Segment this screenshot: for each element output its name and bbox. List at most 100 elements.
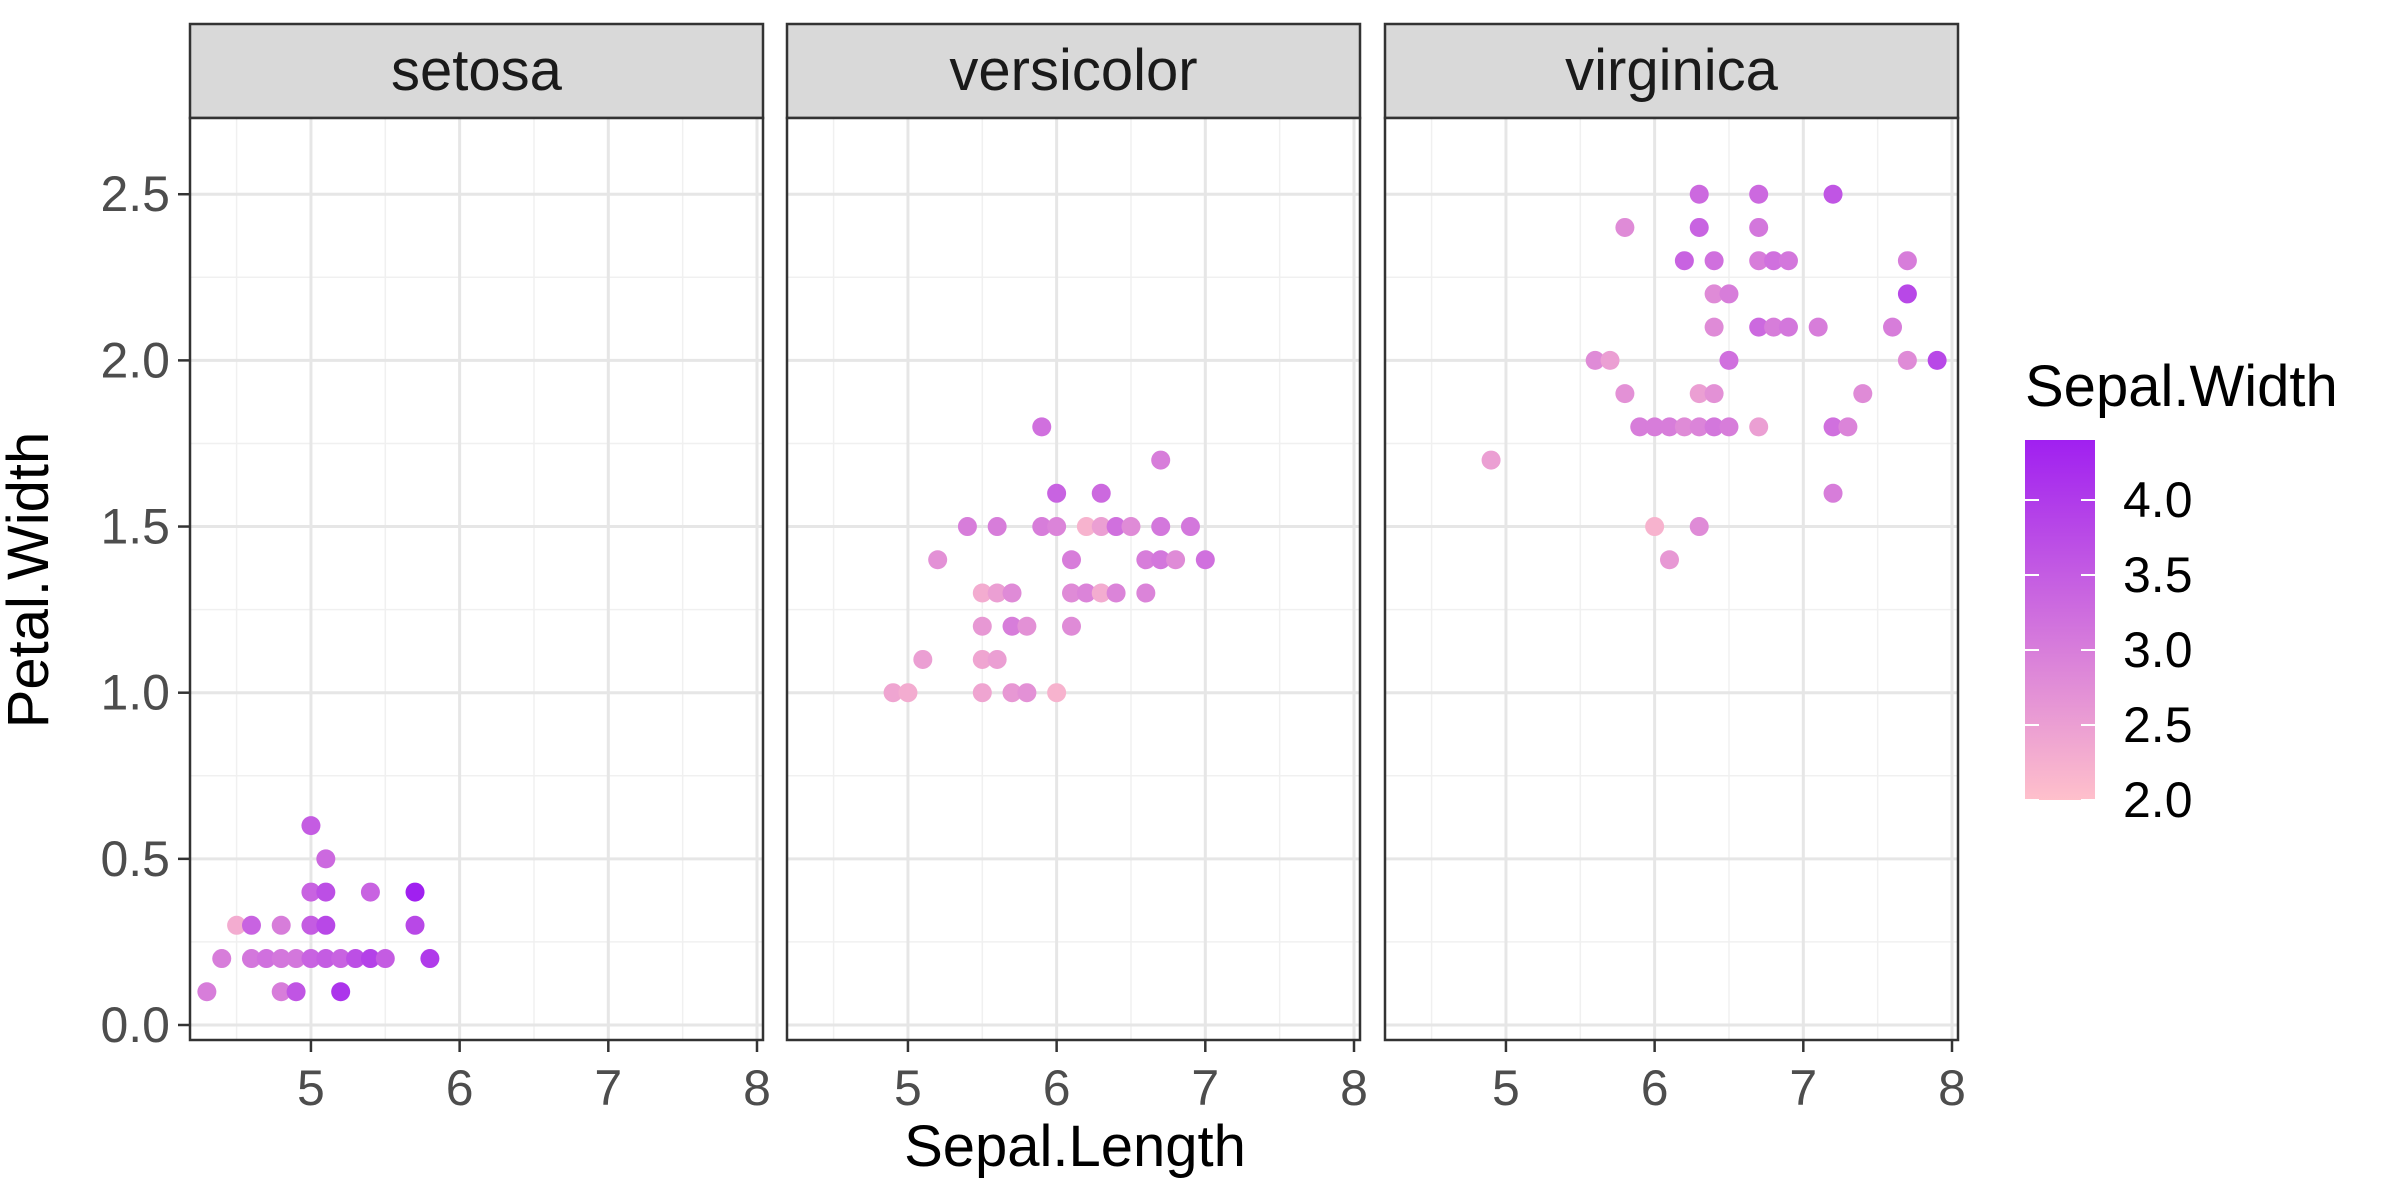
data-point — [316, 949, 336, 969]
data-point — [1032, 417, 1052, 437]
legend-title: Sepal.Width — [2025, 354, 2338, 419]
facet-panels: setosa 5 6 7 8 versicolor 5 6 7 8 virginica 5 6 7 8 — [188, 22, 1966, 1116]
data-point — [1017, 616, 1037, 636]
data-point — [1076, 517, 1096, 537]
data-point — [1719, 417, 1739, 437]
data-point — [316, 915, 336, 935]
data-point — [1002, 683, 1022, 703]
data-point — [972, 616, 992, 636]
data-point — [420, 949, 440, 969]
data-point — [1121, 517, 1141, 537]
data-point — [1778, 251, 1798, 271]
data-point — [331, 982, 351, 1002]
data-point — [1853, 384, 1873, 404]
data-point — [197, 982, 217, 1002]
data-point — [1645, 517, 1665, 537]
data-point — [1897, 350, 1917, 370]
data-point — [212, 949, 232, 969]
data-point — [1166, 550, 1186, 570]
data-point — [1838, 417, 1858, 437]
data-point — [1047, 683, 1067, 703]
data-point — [1704, 384, 1724, 404]
data-point — [1689, 184, 1709, 204]
data-point — [360, 882, 380, 902]
data-point — [1764, 317, 1784, 337]
data-point — [1927, 350, 1947, 370]
data-point — [1674, 417, 1694, 437]
data-point — [1615, 384, 1635, 404]
legend-break-label: 3.0 — [2123, 622, 2193, 678]
data-point — [1897, 284, 1917, 304]
data-point — [1689, 517, 1709, 537]
data-point — [1704, 284, 1724, 304]
data-point — [301, 915, 321, 935]
data-point — [1091, 517, 1111, 537]
data-point — [972, 583, 992, 603]
y-tick-label: 1.5 — [100, 499, 170, 555]
data-point — [1062, 550, 1081, 570]
data-point — [987, 583, 1007, 603]
data-point — [1047, 517, 1067, 537]
data-point — [987, 649, 1007, 669]
data-point — [1660, 417, 1679, 437]
x-tick-label: 6 — [1641, 1060, 1669, 1116]
data-point — [1091, 583, 1111, 603]
data-point — [1704, 251, 1724, 271]
y-axis: 0.0 0.5 1.0 1.5 2.0 2.5 — [100, 166, 190, 1053]
data-point — [1062, 583, 1081, 603]
data-point — [375, 949, 395, 969]
data-point — [1062, 616, 1081, 636]
panel-border — [785, 116, 1362, 1042]
data-point — [1002, 616, 1022, 636]
data-point — [286, 949, 306, 969]
data-point — [972, 649, 992, 669]
data-point — [1674, 251, 1694, 271]
data-point — [405, 915, 425, 935]
facet-panel-setosa: setosa 5 6 7 8 — [188, 22, 771, 1116]
data-point — [331, 949, 351, 969]
facet-strip-label: versicolor — [949, 38, 1197, 103]
legend-ticks: 2.0 2.5 3.0 3.5 4.0 — [2025, 472, 2193, 828]
data-point — [1749, 417, 1769, 437]
data-point — [1689, 384, 1709, 404]
data-point — [1151, 517, 1171, 537]
data-point — [346, 949, 366, 969]
data-point — [1719, 284, 1739, 304]
facet-strip-label: virginica — [1565, 38, 1778, 103]
data-point — [1091, 483, 1111, 503]
data-point — [1689, 417, 1709, 437]
y-tick-label: 1.0 — [100, 665, 170, 721]
data-point — [286, 982, 306, 1002]
data-point — [898, 683, 918, 703]
data-point — [1002, 583, 1022, 603]
data-point — [957, 517, 977, 537]
facet-panel-versicolor: versicolor 5 6 7 8 — [785, 22, 1368, 1116]
data-point — [1136, 583, 1156, 603]
data-point — [405, 882, 425, 902]
data-point — [1778, 317, 1798, 337]
y-axis-label: Petal.Width — [0, 432, 61, 729]
x-tick-label: 5 — [894, 1060, 922, 1116]
data-point — [1047, 483, 1067, 503]
data-point — [1749, 251, 1769, 271]
panel-border — [1383, 116, 1960, 1042]
panel-background — [1385, 118, 1958, 1040]
data-point — [972, 683, 992, 703]
data-point — [360, 949, 380, 969]
y-tick-label: 2.5 — [100, 166, 170, 222]
x-tick-label: 8 — [743, 1060, 771, 1116]
panel-background — [787, 118, 1360, 1040]
x-axis-label: Sepal.Length — [904, 1114, 1246, 1179]
data-point — [1660, 550, 1679, 570]
data-point — [271, 915, 291, 935]
x-tick-label: 7 — [594, 1060, 622, 1116]
x-tick-label: 8 — [1340, 1060, 1368, 1116]
data-point — [271, 982, 291, 1002]
x-tick-label: 6 — [1043, 1060, 1071, 1116]
data-point — [1180, 517, 1200, 537]
data-point — [271, 949, 291, 969]
data-point — [301, 882, 321, 902]
data-point — [316, 882, 336, 902]
data-point — [1749, 317, 1769, 337]
data-point — [913, 649, 933, 669]
